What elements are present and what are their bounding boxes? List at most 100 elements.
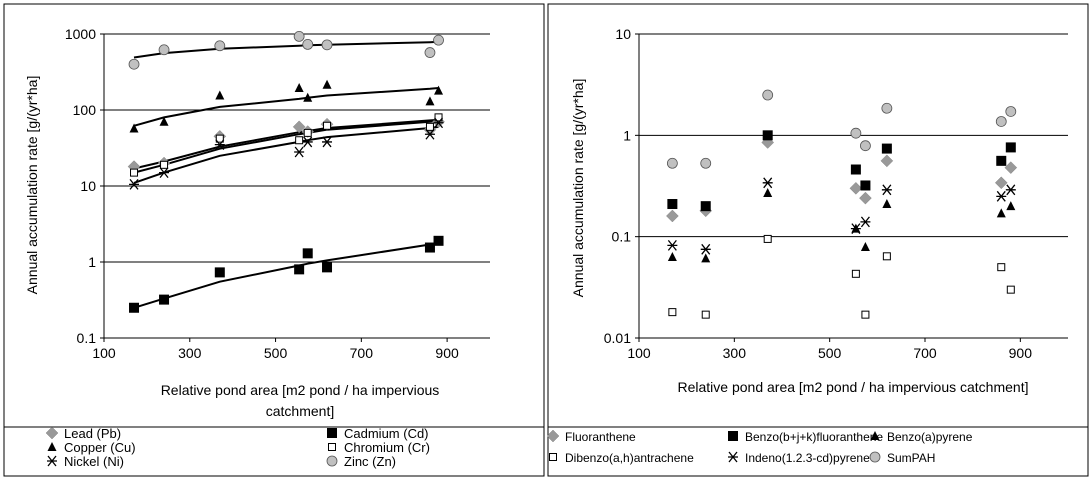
legend-label: Benzo(a)pyrene — [887, 430, 973, 444]
legend-label: Indeno(1.2.3-cd)pyrene — [745, 451, 870, 465]
y-axis-label: Annual accumulation rate [g/(yr*ha] — [24, 76, 40, 295]
legend-marker — [869, 451, 881, 463]
data-point — [294, 82, 304, 92]
data-point — [997, 263, 1006, 272]
data-point — [302, 38, 314, 50]
data-point — [700, 201, 711, 212]
data-point — [292, 120, 306, 134]
data-point — [995, 116, 1007, 127]
legend-box — [547, 426, 1089, 477]
x-tick-label: 300 — [178, 345, 202, 361]
data-point — [214, 40, 226, 52]
data-point — [996, 155, 1007, 166]
x-tick-label: 500 — [818, 345, 842, 361]
data-point — [160, 160, 169, 169]
x-axis-label: Relative pond area [m2 pond / ha impervi… — [678, 379, 1029, 395]
data-point — [302, 248, 313, 259]
legend-marker — [870, 431, 880, 440]
data-point — [762, 89, 774, 101]
data-point — [701, 310, 710, 319]
data-point — [424, 242, 435, 253]
legend-marker — [45, 426, 59, 440]
y-tick-label: 1000 — [65, 26, 96, 42]
data-point — [433, 34, 444, 46]
data-point — [1005, 184, 1016, 196]
data-point — [882, 252, 891, 261]
data-point — [700, 157, 712, 169]
data-point — [424, 128, 435, 140]
data-point — [996, 190, 1007, 202]
data-point — [425, 96, 435, 106]
data-point — [666, 209, 679, 223]
data-point — [881, 143, 892, 154]
data-point — [434, 85, 444, 95]
data-point — [666, 157, 678, 169]
data-point — [215, 90, 225, 100]
y-axis-label: Annual accumulation rate [g/(yr*ha] — [570, 79, 586, 298]
data-point — [860, 242, 870, 252]
data-point — [294, 146, 305, 158]
legend-label: Benzo(b+j+k)fluoranthene — [745, 430, 883, 444]
data-point — [849, 181, 863, 195]
data-point — [215, 134, 224, 143]
legend-marker — [47, 442, 57, 451]
data-point — [294, 264, 305, 275]
x-tick-label: 700 — [350, 345, 374, 361]
data-point — [158, 44, 170, 56]
data-point — [295, 136, 304, 145]
data-point — [668, 308, 677, 317]
data-point — [293, 30, 305, 42]
data-point — [701, 253, 711, 263]
legend-label: Chromium (Cr) — [344, 440, 430, 455]
data-point — [159, 167, 170, 179]
data-point — [323, 121, 332, 130]
data-point — [1006, 285, 1015, 294]
data-point — [129, 123, 139, 133]
data-point — [994, 176, 1008, 190]
data-point — [860, 216, 871, 228]
data-point — [424, 47, 436, 58]
data-point — [859, 191, 872, 205]
data-point — [880, 154, 894, 168]
data-point — [1006, 201, 1016, 211]
data-point — [425, 122, 434, 131]
data-point — [763, 187, 773, 197]
x-axis-label-line2: catchment] — [266, 403, 334, 419]
x-tick-label: 100 — [627, 345, 651, 361]
data-point — [1005, 106, 1017, 117]
y-tick-label: 0.01 — [604, 330, 631, 346]
data-point — [303, 128, 312, 137]
data-point — [1004, 161, 1018, 174]
data-point — [850, 164, 861, 175]
x-tick-label: 900 — [435, 345, 459, 361]
data-point — [860, 180, 871, 191]
x-axis-label-line1: Relative pond area [m2 pond / ha impervi… — [161, 382, 440, 398]
legend-label: Copper (Cu) — [64, 440, 136, 455]
y-tick-label: 100 — [73, 102, 97, 118]
data-point — [159, 116, 169, 126]
data-point — [1005, 142, 1016, 153]
data-point — [667, 199, 678, 210]
data-point — [667, 252, 677, 262]
data-point — [881, 184, 892, 196]
legend-marker — [47, 455, 57, 467]
data-point — [322, 79, 332, 89]
data-point — [303, 92, 313, 102]
legend-label: Zinc (Zn) — [344, 454, 396, 469]
legend-label: Nickel (Ni) — [64, 454, 124, 469]
legend-marker — [728, 431, 738, 441]
data-point — [861, 310, 870, 319]
x-tick-label: 700 — [913, 345, 937, 361]
legend-marker — [328, 443, 336, 451]
data-point — [128, 58, 140, 70]
data-point — [302, 136, 313, 148]
data-point — [321, 39, 333, 51]
y-tick-label: 0.1 — [612, 229, 632, 245]
legend-marker — [327, 428, 337, 438]
legend-label: Cadmium (Cd) — [344, 426, 429, 441]
data-point — [129, 302, 140, 313]
data-point — [129, 178, 140, 190]
data-point — [214, 139, 225, 151]
x-tick-label: 900 — [1009, 345, 1033, 361]
